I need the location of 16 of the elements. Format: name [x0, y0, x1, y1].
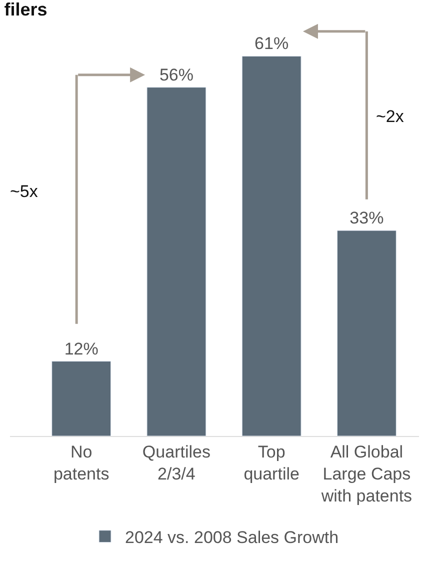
chart-title: filers — [4, 0, 48, 20]
bar — [336, 230, 396, 436]
x-tick-label: Quartiles 2/3/4 — [142, 442, 210, 484]
data-label: 33% — [350, 208, 384, 228]
bar — [242, 56, 302, 436]
legend-label: 2024 vs. 2008 Sales Growth — [125, 528, 339, 547]
annotation: ~5x — [10, 182, 38, 201]
bar — [52, 361, 112, 436]
data-label: 61% — [254, 34, 289, 54]
annotation: ~2x — [376, 107, 404, 126]
x-tick-label: All Global Large Caps with patents — [320, 442, 412, 506]
bar — [146, 87, 206, 436]
data-label: 12% — [64, 339, 98, 358]
data-label: 56% — [159, 65, 194, 84]
x-tick-label: No patents — [53, 442, 110, 484]
x-tick-label: Top quartile — [244, 442, 300, 484]
